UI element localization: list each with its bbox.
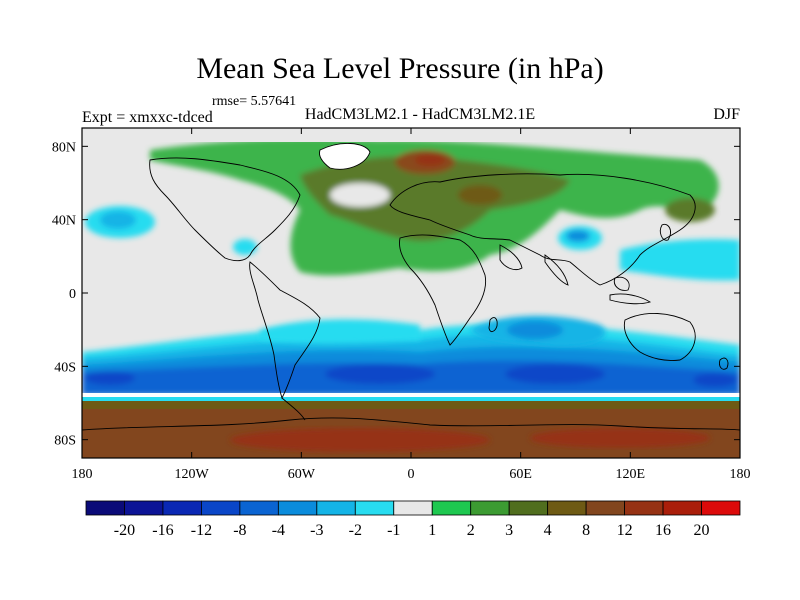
season-label: DJF — [713, 106, 740, 123]
colorbar: -20 -16 -12 -8 -4 -3 -2 -1 1 2 3 4 8 12 16 20 — [85, 500, 741, 539]
colorbar-swatch — [431, 500, 472, 516]
colorbar-swatch — [85, 500, 125, 516]
antarctic-high-band — [82, 401, 740, 458]
latitude-axis: 80N 40N 0 40S 80S — [52, 140, 740, 449]
colorbar-swatch — [316, 500, 356, 516]
greenland-gap — [319, 143, 370, 170]
colorbar-label: -8 — [233, 522, 246, 539]
coastlines — [82, 143, 740, 431]
colorbar-swatch — [585, 500, 625, 516]
colorbar-swatch — [124, 500, 164, 516]
lon-tick-label: 180 — [72, 467, 93, 482]
experiment-label: Expt = xmxxc-tdced — [82, 109, 213, 126]
neutral-streak — [82, 393, 740, 398]
colorbar-label: 20 — [694, 522, 710, 539]
arctic-neutral — [82, 128, 740, 142]
colorbar-swatch — [393, 500, 433, 516]
colorbar-swatch — [508, 500, 549, 516]
colorbar-swatch — [470, 500, 510, 516]
lat-tick-label: 0 — [69, 287, 76, 302]
colorbar-label: -20 — [114, 522, 135, 539]
subtropical-lows — [85, 206, 740, 347]
northern-high-anomaly — [150, 138, 719, 276]
colorbar-swatch — [701, 500, 741, 516]
colorbar-label: 2 — [467, 522, 475, 539]
lon-tick-label: 0 — [408, 467, 415, 482]
colorbar-swatch — [624, 500, 664, 516]
pressure-field — [82, 128, 740, 458]
colorbar-swatch — [239, 500, 279, 516]
colorbar-label: 4 — [544, 522, 552, 539]
colorbar-label: -3 — [310, 522, 323, 539]
lon-tick-label: 180 — [730, 467, 751, 482]
lat-tick-label: 80N — [52, 140, 76, 155]
colorbar-label: 16 — [655, 522, 671, 539]
colorbar-label: 3 — [505, 522, 513, 539]
lon-tick-label: 60E — [509, 467, 532, 482]
colorbar-swatch — [162, 500, 202, 516]
colorbar-label: -2 — [349, 522, 362, 539]
rmse-label: rmse= 5.57641 — [212, 94, 297, 109]
chart-title: Mean Sea Level Pressure (in hPa) — [196, 52, 604, 85]
lon-tick-label: 120E — [616, 467, 646, 482]
colorbar-swatch — [354, 500, 395, 516]
lat-tick-label: 80S — [54, 434, 76, 449]
longitude-axis: 180 120W 60W 0 60E 120E 180 — [72, 128, 751, 482]
colorbar-label: -1 — [387, 522, 400, 539]
lon-tick-label: 120W — [175, 467, 210, 482]
lat-tick-label: 40S — [54, 360, 76, 375]
colorbar-label: -4 — [272, 522, 285, 539]
colorbar-label: 8 — [582, 522, 590, 539]
cyan-streak — [82, 397, 740, 401]
colorbar-label: 1 — [428, 522, 436, 539]
colorbar-label: -16 — [152, 522, 173, 539]
lon-tick-label: 60W — [288, 467, 316, 482]
colorbar-label: 12 — [617, 522, 633, 539]
colorbar-swatch — [277, 500, 318, 516]
colorbar-swatch — [547, 500, 587, 516]
model-comparison-label: HadCM3LM2.1 - HadCM3LM2.1E — [304, 106, 536, 123]
lat-tick-label: 40N — [52, 214, 76, 229]
colorbar-label: -12 — [191, 522, 212, 539]
colorbar-swatch — [201, 500, 241, 516]
colorbar-swatch — [662, 500, 702, 516]
